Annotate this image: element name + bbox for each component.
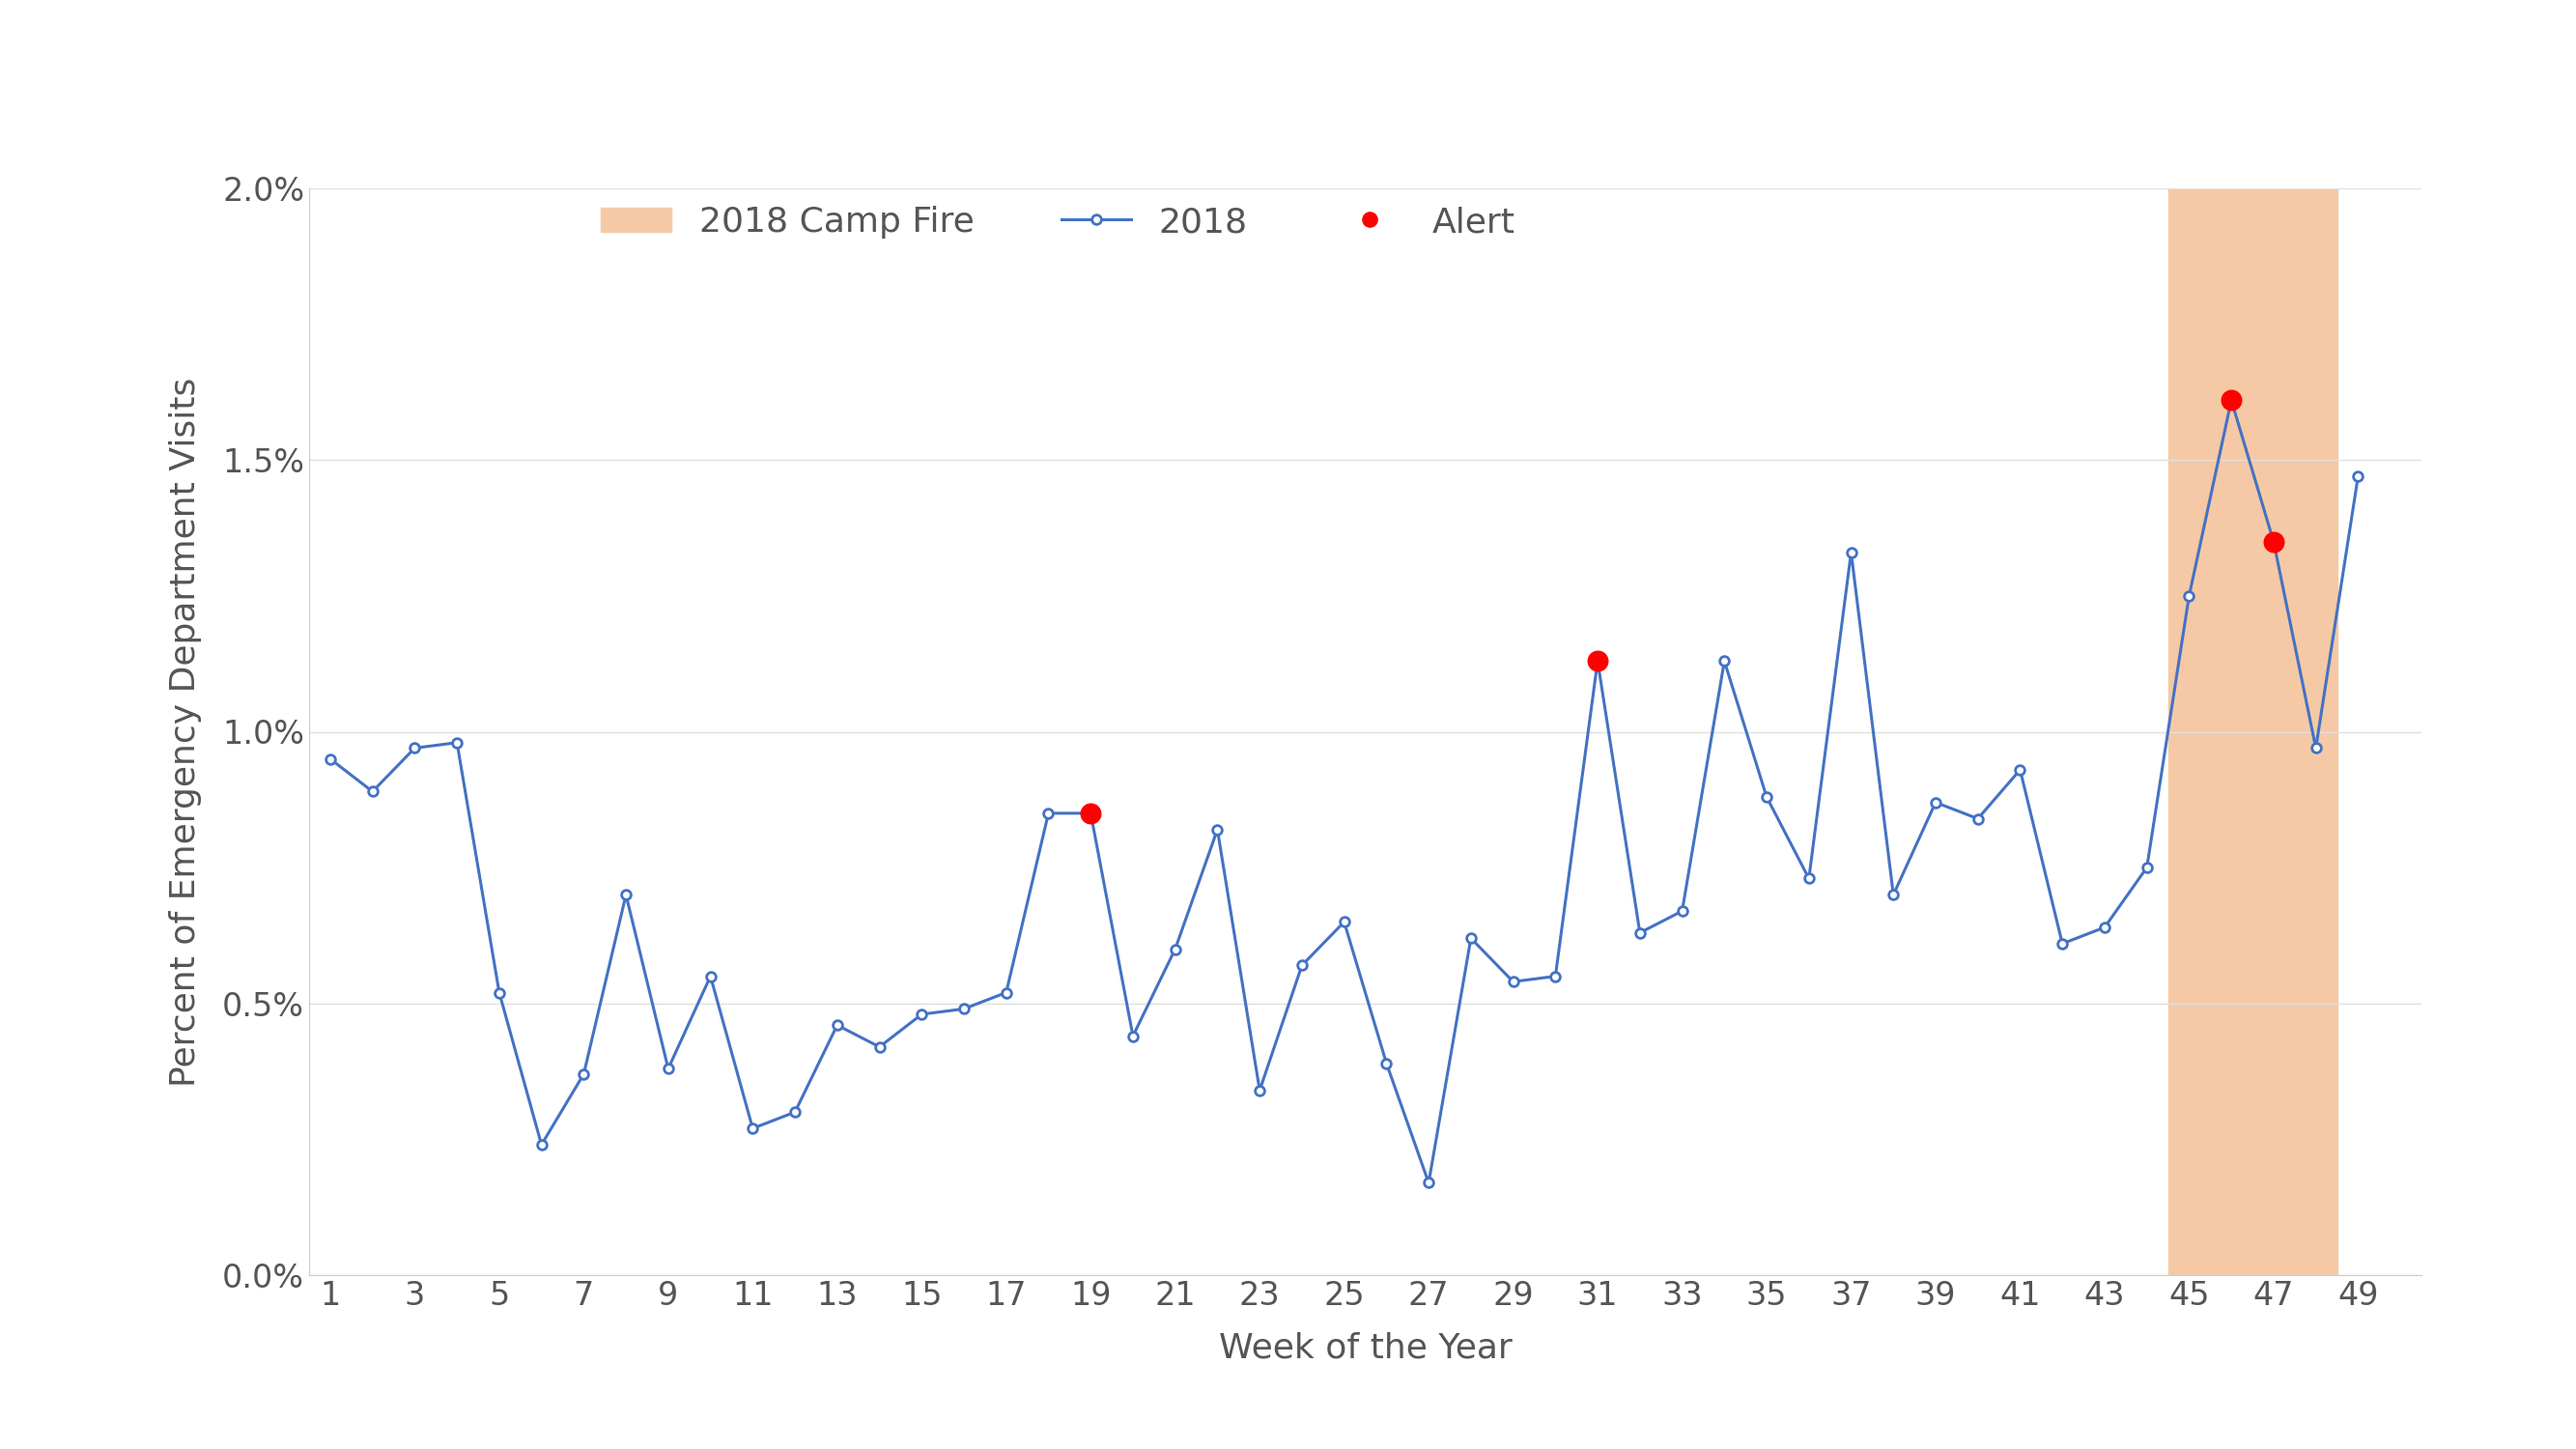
Point xyxy=(2210,388,2251,412)
Y-axis label: Percent of Emergency Department Visits: Percent of Emergency Department Visits xyxy=(170,377,201,1087)
Legend: 2018 Camp Fire, 2018, Alert: 2018 Camp Fire, 2018, Alert xyxy=(600,206,1515,239)
Point xyxy=(2254,530,2295,554)
Point xyxy=(1577,649,1618,672)
Point xyxy=(1069,801,1110,824)
X-axis label: Week of the Year: Week of the Year xyxy=(1218,1332,1512,1365)
Bar xyxy=(2169,188,2336,1275)
